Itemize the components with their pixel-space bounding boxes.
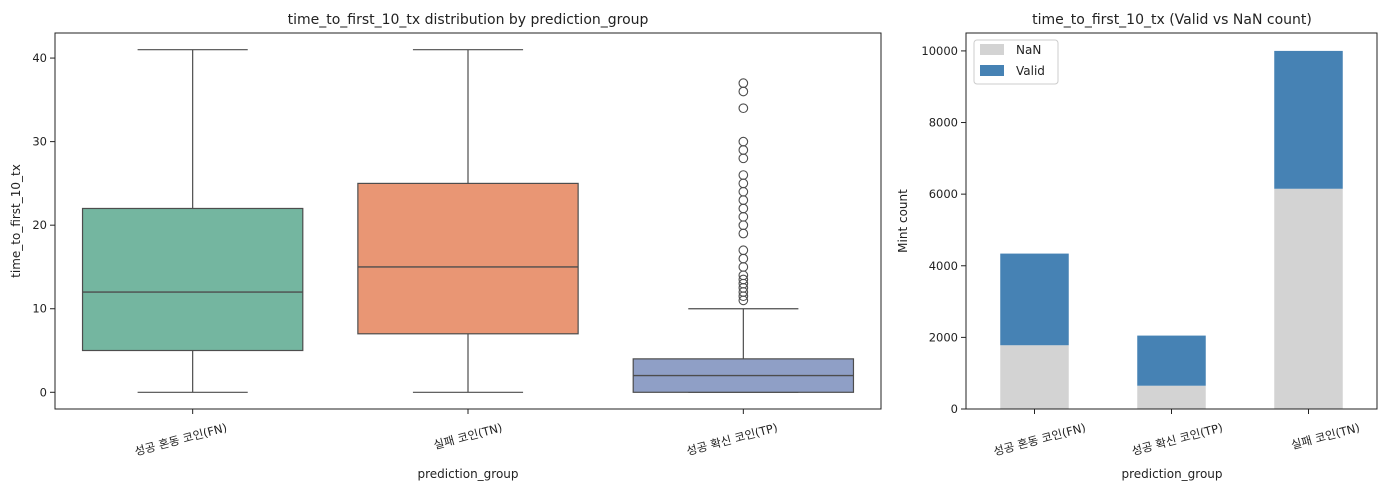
box-outlier-point (738, 195, 749, 205)
box-outlier-point (738, 78, 749, 88)
box-ytick-label: 20 (32, 218, 47, 232)
box-outlier-point (738, 136, 749, 147)
box-plot-title: time_to_first_10_tx distribution by pred… (288, 12, 649, 28)
box-outlier-point (738, 86, 749, 97)
box-outlier-point (738, 262, 749, 272)
bar-chart-frame (965, 32, 1378, 410)
box-outlier-point (738, 211, 749, 222)
box-xtick-label: 실패 코인(TN) (432, 420, 504, 452)
box-outlier-point (738, 274, 749, 285)
stacked-bar-chart: time_to_first_10_tx (Valid vs NaN count)… (896, 12, 1378, 481)
box-iqr-rect (357, 182, 579, 335)
box-outlier-point (738, 186, 749, 197)
bar-xtick-label: 성공 혼동 코인(FN) (992, 420, 1087, 458)
bar-segment-nan (1274, 188, 1343, 409)
box-xtick-label: 성공 확신 코인(TP) (685, 420, 779, 458)
bar-segment-valid (1000, 253, 1069, 346)
box-plot-area: 0 10 20 30 40 성공 혼동 코인(FN) 실패 코인(TN) 성공 확신 코인(T… (32, 49, 855, 458)
box-ytick-label: 40 (32, 51, 47, 65)
bar-ytick-label: 6000 (929, 187, 958, 201)
bar-chart-ylabel: Mint count (896, 189, 910, 253)
bar-ytick-label: 0 (951, 402, 958, 416)
box-outlier-point (738, 245, 749, 256)
box-ytick-label: 0 (40, 385, 47, 399)
box-xtick-label: 성공 혼동 코인(FN) (133, 420, 228, 458)
box-outlier-point (738, 178, 749, 189)
box-outlier-point (738, 153, 749, 164)
bar-ytick-label: 8000 (929, 116, 958, 130)
legend-swatch-valid (980, 65, 1004, 76)
box-plot-ylabel: time_to_first_10_tx (9, 164, 23, 278)
bar-ytick-label: 4000 (929, 259, 958, 273)
box-plot-chart: time_to_first_10_tx distribution by pred… (9, 12, 882, 481)
legend-label-valid: Valid (1016, 64, 1045, 78)
legend-label-nan: NaN (1016, 43, 1041, 57)
bar-xtick-label: 실패 코인(TN) (1289, 420, 1361, 452)
bar-ytick-label: 10000 (921, 44, 958, 58)
box-outlier-point (738, 145, 749, 155)
box-outlier-point (738, 170, 749, 180)
bar-segment-valid (1137, 335, 1206, 386)
box-outlier-point (738, 220, 749, 231)
bar-chart-area: 0 2000 4000 6000 8000 10000 성공 혼동 코인(FN) 성공 확신 … (921, 44, 1361, 459)
bar-chart-legend: NaN Valid (973, 39, 1059, 85)
bar-segment-nan (1000, 345, 1069, 409)
box-ytick-label: 30 (32, 135, 47, 149)
box-plot-frame (54, 32, 882, 410)
bar-chart-xlabel: prediction_group (1121, 467, 1222, 481)
box-ytick-label: 10 (32, 302, 47, 316)
bar-segment-valid (1274, 50, 1343, 189)
box-outlier-point (738, 203, 749, 214)
box-outlier-point (738, 103, 749, 114)
legend-swatch-nan (980, 44, 1004, 55)
bar-chart-title: time_to_first_10_tx (Valid vs NaN count) (1032, 12, 1312, 28)
box-iqr-rect (81, 207, 304, 352)
bar-ytick-label: 2000 (929, 330, 958, 344)
box-outlier-point (738, 253, 749, 264)
box-plot-xlabel: prediction_group (417, 467, 518, 481)
bar-segment-nan (1137, 385, 1206, 409)
box-outlier-point (738, 228, 749, 239)
bar-xtick-label: 성공 확신 코인(TP) (1130, 420, 1224, 458)
